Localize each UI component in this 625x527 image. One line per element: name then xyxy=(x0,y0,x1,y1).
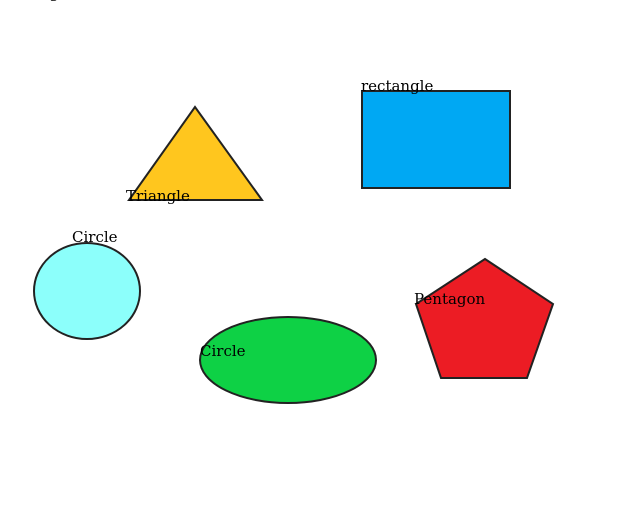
ellipse-shape xyxy=(199,316,377,404)
pentagon-label: Pentagon xyxy=(414,290,486,308)
circle-label: Circle xyxy=(72,228,118,246)
ellipse-label: Circle xyxy=(200,342,246,360)
triangle-label: Triangle xyxy=(126,187,190,205)
triangle-shape xyxy=(127,105,264,201)
rectangle-label: rectangle xyxy=(361,77,433,95)
circle-shape xyxy=(33,242,141,340)
header-text: Drawing: xyxy=(0,0,64,2)
pentagon-shape xyxy=(414,257,555,379)
rectangle-shape xyxy=(361,90,511,189)
